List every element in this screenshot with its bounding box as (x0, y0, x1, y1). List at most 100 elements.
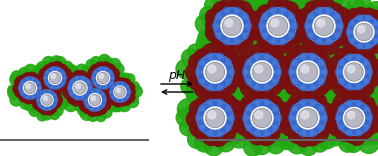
Circle shape (195, 97, 211, 113)
Circle shape (228, 54, 243, 69)
Circle shape (129, 93, 138, 103)
Circle shape (50, 88, 58, 97)
Circle shape (101, 81, 110, 90)
Circle shape (237, 28, 249, 40)
Circle shape (36, 88, 45, 97)
Circle shape (89, 88, 99, 97)
Circle shape (78, 81, 91, 93)
Circle shape (316, 86, 338, 107)
Circle shape (218, 47, 237, 66)
Circle shape (285, 20, 297, 32)
Circle shape (91, 57, 101, 67)
Circle shape (275, 100, 290, 115)
Circle shape (331, 20, 343, 32)
Circle shape (305, 90, 323, 108)
Circle shape (201, 80, 220, 99)
Circle shape (338, 35, 352, 49)
Circle shape (337, 23, 354, 39)
Circle shape (326, 3, 343, 20)
Circle shape (319, 109, 336, 126)
Circle shape (336, 66, 347, 78)
Circle shape (115, 87, 125, 97)
Circle shape (241, 37, 260, 56)
Circle shape (345, 109, 363, 127)
Circle shape (307, 12, 319, 24)
Circle shape (206, 17, 222, 34)
Circle shape (85, 92, 92, 99)
Circle shape (270, 65, 288, 84)
Circle shape (217, 37, 235, 54)
Circle shape (256, 81, 273, 98)
Circle shape (54, 60, 64, 70)
Circle shape (198, 83, 215, 100)
Circle shape (352, 100, 364, 112)
Circle shape (281, 107, 302, 129)
Circle shape (261, 12, 273, 24)
Circle shape (206, 9, 222, 26)
Circle shape (338, 73, 350, 85)
Circle shape (311, 85, 327, 100)
Circle shape (205, 124, 217, 137)
Circle shape (213, 99, 225, 112)
Circle shape (314, 7, 326, 20)
Circle shape (211, 41, 227, 58)
Circle shape (223, 99, 242, 118)
Circle shape (336, 85, 353, 103)
Circle shape (50, 88, 61, 99)
Circle shape (255, 65, 263, 73)
Circle shape (336, 45, 351, 60)
Circle shape (106, 95, 116, 105)
Circle shape (13, 84, 23, 94)
Circle shape (94, 104, 101, 111)
Circle shape (91, 83, 102, 95)
Circle shape (366, 10, 378, 28)
Circle shape (288, 126, 305, 143)
Circle shape (253, 10, 270, 27)
Circle shape (335, 48, 353, 66)
Circle shape (245, 104, 257, 116)
Circle shape (234, 75, 249, 90)
Circle shape (34, 77, 45, 88)
Circle shape (187, 44, 204, 60)
Circle shape (202, 12, 218, 27)
Circle shape (87, 77, 97, 88)
Circle shape (279, 83, 299, 103)
Circle shape (42, 95, 52, 105)
Circle shape (41, 109, 52, 120)
Circle shape (353, 83, 370, 101)
Circle shape (337, 101, 371, 135)
Circle shape (84, 89, 106, 111)
Circle shape (82, 102, 93, 113)
Circle shape (54, 90, 62, 98)
Circle shape (313, 74, 325, 86)
Circle shape (330, 101, 345, 117)
Circle shape (327, 118, 344, 135)
Circle shape (89, 104, 96, 111)
Circle shape (229, 117, 245, 133)
Circle shape (357, 84, 372, 99)
Circle shape (50, 92, 56, 99)
Circle shape (67, 70, 78, 81)
Circle shape (205, 53, 217, 66)
Circle shape (333, 94, 351, 112)
Circle shape (67, 93, 78, 104)
Circle shape (349, 19, 360, 31)
Circle shape (352, 78, 364, 90)
Circle shape (42, 56, 55, 69)
Circle shape (196, 33, 218, 55)
Circle shape (320, 0, 335, 15)
Circle shape (314, 16, 334, 36)
Circle shape (257, 90, 273, 106)
Circle shape (298, 124, 310, 137)
Circle shape (27, 72, 37, 83)
Circle shape (55, 80, 67, 92)
Circle shape (176, 109, 194, 127)
Circle shape (316, 0, 333, 7)
Circle shape (221, 15, 243, 37)
Circle shape (204, 136, 224, 156)
Circle shape (290, 90, 305, 105)
Circle shape (10, 93, 23, 106)
Circle shape (104, 82, 115, 93)
Circle shape (98, 101, 105, 108)
Circle shape (233, 43, 252, 62)
